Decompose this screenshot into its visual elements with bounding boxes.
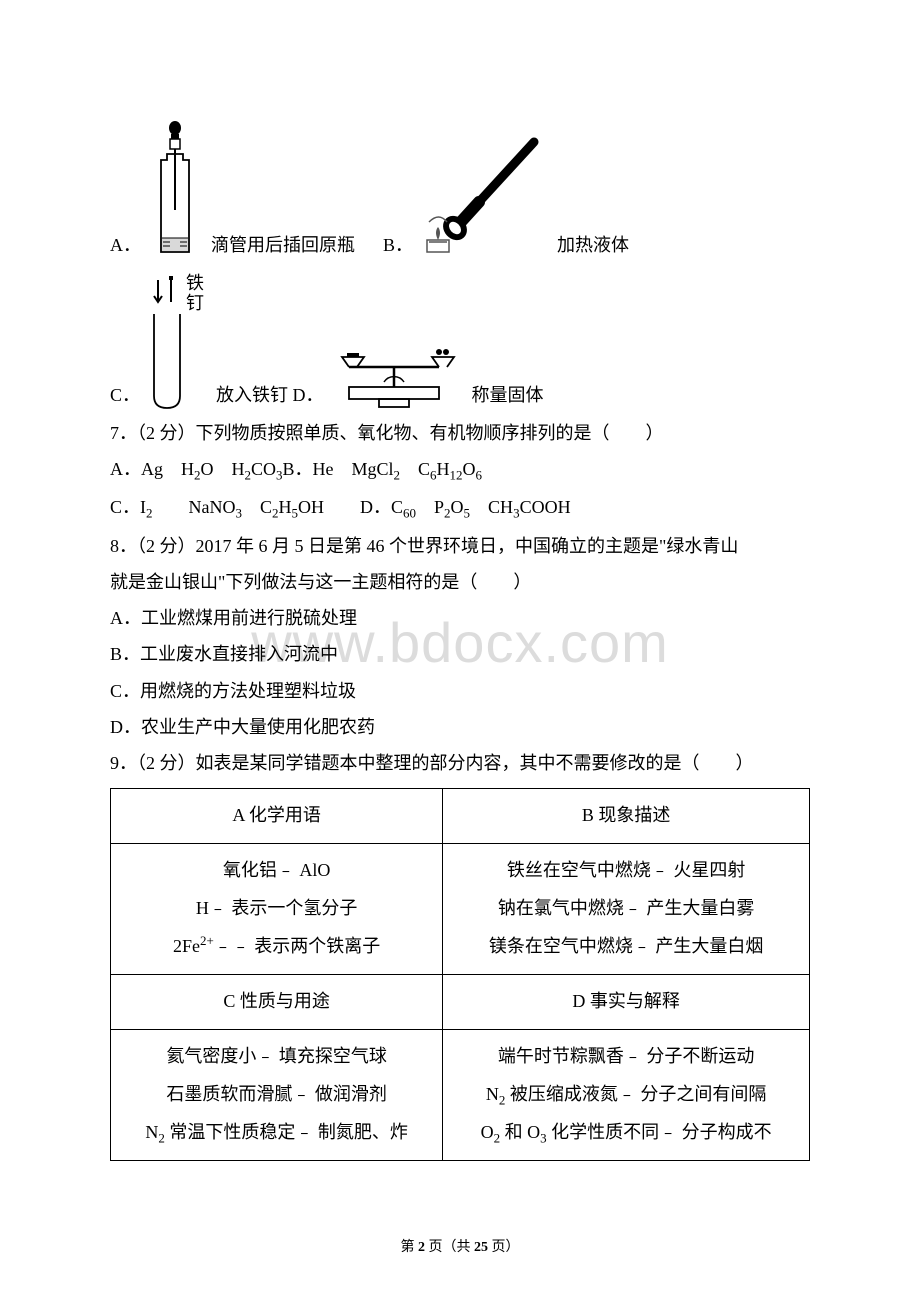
q9-d2: N2 被压缩成液氮﹣ 分子之间有间隔 xyxy=(449,1076,803,1114)
page-content: A． 滴管用后插回原瓶 B． xyxy=(110,120,810,1161)
q6-c-text: 放入铁钉 D． xyxy=(216,378,324,412)
q9-header-a: A 化学用语 xyxy=(111,789,443,844)
q9-c3: N2 常温下性质稳定﹣ 制氮肥、炸 xyxy=(117,1114,436,1152)
heating-liquid-icon xyxy=(419,132,549,262)
q7-d-5: COOH xyxy=(520,497,571,517)
q6-a-label: A． xyxy=(110,228,141,262)
q9-b2: 钠在氯气中燃烧﹣ 产生大量白雾 xyxy=(449,890,803,928)
q7-d-3: O xyxy=(451,497,464,517)
q7-a-2: O H xyxy=(201,459,245,479)
q6-option-c-row: C． 铁 钉 放入铁钉 D． xyxy=(110,272,810,412)
q7-c-3: C xyxy=(242,497,272,517)
sub-12: 12 xyxy=(450,468,463,483)
q7-d-2: P xyxy=(416,497,444,517)
nail-label-1: 铁 xyxy=(186,274,204,294)
sub-60: 60 xyxy=(403,506,416,521)
nail-label-2: 钉 xyxy=(186,294,204,314)
footer-page: 2 xyxy=(418,1240,425,1255)
q9-table: A 化学用语 B 现象描述 氧化铝﹣ AlO H﹣ 表示一个氢分子 2Fe2+﹣… xyxy=(110,788,810,1161)
q7-line-ab: A．Ag H2O H2CO3B．He MgCl2 C6H12O6 xyxy=(110,452,810,488)
q6-b-label: B． xyxy=(383,228,413,262)
footer-mid: 页（共 xyxy=(425,1240,474,1255)
q7-line-cd: C．I2 NaNO3 C2H5OH D．C60 P2O5 CH3COOH xyxy=(110,490,810,526)
q9-a3-pre: 2Fe xyxy=(173,936,200,956)
q9-c1: 氦气密度小﹣ 填充探空气球 xyxy=(117,1038,436,1076)
footer-suf: 页） xyxy=(488,1240,520,1255)
footer-pre: 第 xyxy=(401,1240,419,1255)
q9-b1: 铁丝在空气中燃烧﹣ 火星四射 xyxy=(449,852,803,890)
q9-d3-mid: 和 O xyxy=(500,1122,540,1142)
table-row: 氧化铝﹣ AlO H﹣ 表示一个氢分子 2Fe2+﹣﹣ 表示两个铁离子 铁丝在空… xyxy=(111,843,810,974)
sup-2plus: 2+ xyxy=(200,933,214,948)
q8-stem-2: 就是金山银山"下列做法与这一主题相符的是（ ） xyxy=(110,565,810,599)
q9-header-c: C 性质与用途 xyxy=(111,975,443,1030)
sub-6b: 6 xyxy=(476,468,483,483)
q6-option-a-row: A． 滴管用后插回原瓶 B． xyxy=(110,120,810,262)
q9-d2-pre: N xyxy=(486,1084,499,1104)
q9-d2-mid: 被压缩成液氮﹣ 分子之间有间隔 xyxy=(505,1084,766,1104)
q9-a1: 氧化铝﹣ AlO xyxy=(117,852,436,890)
q9-d3-pre: O xyxy=(481,1122,494,1142)
q9-cell-c: 氦气密度小﹣ 填充探空气球 石墨质软而滑腻﹣ 做润滑剂 N2 常温下性质稳定﹣ … xyxy=(111,1030,443,1161)
bottle-with-dropper-icon xyxy=(147,120,203,262)
q7-b-3: H xyxy=(437,459,450,479)
q7-b-1: B．He MgCl xyxy=(283,459,394,479)
q9-d3: O2 和 O3 化学性质不同﹣ 分子构成不 xyxy=(449,1114,803,1152)
footer-total: 25 xyxy=(474,1240,488,1255)
q7-c-1: C．I xyxy=(110,497,146,517)
q7-a-3: CO xyxy=(251,459,276,479)
q9-header-b: B 现象描述 xyxy=(443,789,810,844)
q9-c3-pre: N xyxy=(145,1122,158,1142)
q7-d-4: CH xyxy=(470,497,513,517)
q8-stem-1: 8．（2 分）2017 年 6 月 5 日是第 46 个世界环境日，中国确立的主… xyxy=(110,529,810,563)
balance-scale-icon xyxy=(324,332,464,412)
q9-stem: 9．（2 分）如表是某同学错题本中整理的部分内容，其中不需要修改的是（ ） xyxy=(110,746,810,780)
iron-nail-tube-icon: 铁 钉 xyxy=(146,272,208,412)
q8-b: B．工业废水直接排入河流中 xyxy=(110,637,810,671)
q9-a3: 2Fe2+﹣﹣ 表示两个铁离子 xyxy=(117,927,436,966)
q9-c2: 石墨质软而滑腻﹣ 做润滑剂 xyxy=(117,1076,436,1114)
q9-d3-end: 化学性质不同﹣ 分子构成不 xyxy=(547,1122,772,1142)
q9-header-d: D 事实与解释 xyxy=(443,975,810,1030)
q8-a: A．工业燃煤用前进行脱硫处理 xyxy=(110,601,810,635)
page-footer: 第 2 页（共 25 页） xyxy=(0,1235,920,1262)
q9-cell-b: 铁丝在空气中燃烧﹣ 火星四射 钠在氯气中燃烧﹣ 产生大量白雾 镁条在空气中燃烧﹣… xyxy=(443,843,810,974)
table-row: A 化学用语 B 现象描述 xyxy=(111,789,810,844)
q9-a2: H﹣ 表示一个氢分子 xyxy=(117,890,436,928)
q6-a-text: 滴管用后插回原瓶 xyxy=(211,228,355,262)
q7-c-4: H xyxy=(279,497,292,517)
q7-b-4: O xyxy=(463,459,476,479)
q7-d-1: OH D．C xyxy=(298,497,403,517)
q9-a3-mid: ﹣﹣ 表示两个铁离子 xyxy=(214,936,381,956)
q9-cell-d: 端午时节粽飘香﹣ 分子不断运动 N2 被压缩成液氮﹣ 分子之间有间隔 O2 和 … xyxy=(443,1030,810,1161)
q9-c3-mid: 常温下性质稳定﹣ 制氮肥、炸 xyxy=(165,1122,408,1142)
q7-stem: 7．（2 分）下列物质按照单质、氧化物、有机物顺序排列的是（ ） xyxy=(110,416,810,450)
q8-d: D．农业生产中大量使用化肥农药 xyxy=(110,710,810,744)
q7-b-2: C xyxy=(400,459,430,479)
q7-a-1: A．Ag H xyxy=(110,459,194,479)
q9-cell-a: 氧化铝﹣ AlO H﹣ 表示一个氢分子 2Fe2+﹣﹣ 表示两个铁离子 xyxy=(111,843,443,974)
q7-c-2: NaNO xyxy=(153,497,236,517)
q6-c-label: C． xyxy=(110,378,140,412)
q8-c: C．用燃烧的方法处理塑料垃圾 xyxy=(110,674,810,708)
q6-b-text: 加热液体 xyxy=(557,228,629,262)
table-row: 氦气密度小﹣ 填充探空气球 石墨质软而滑腻﹣ 做润滑剂 N2 常温下性质稳定﹣ … xyxy=(111,1030,810,1161)
q9-d1: 端午时节粽飘香﹣ 分子不断运动 xyxy=(449,1038,803,1076)
table-row: C 性质与用途 D 事实与解释 xyxy=(111,975,810,1030)
q6-d-text: 称量固体 xyxy=(472,378,544,412)
q9-b3: 镁条在空气中燃烧﹣ 产生大量白烟 xyxy=(449,928,803,966)
